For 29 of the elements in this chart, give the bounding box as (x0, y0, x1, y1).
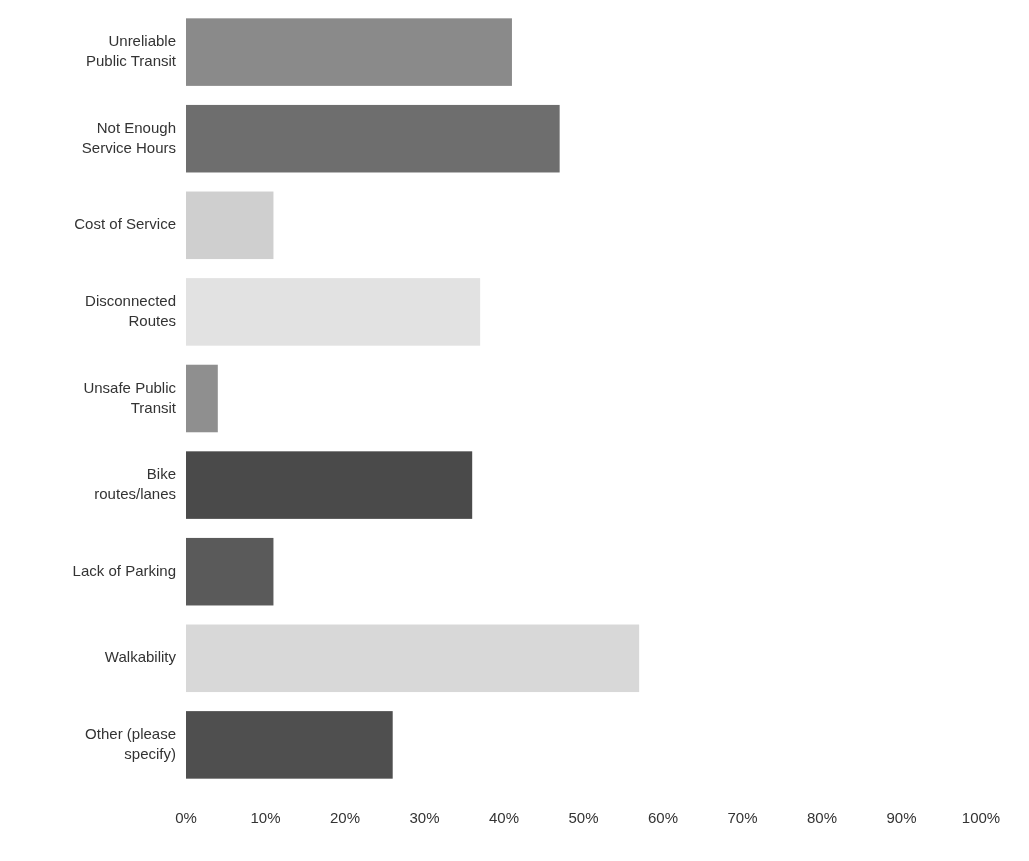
x-tick-label: 70% (727, 809, 758, 826)
bar (186, 451, 473, 519)
bar (186, 104, 560, 173)
x-tick-label: 100% (961, 809, 1001, 826)
bar (186, 191, 274, 260)
x-tick-label: 10% (250, 809, 281, 826)
x-tick-label: 20% (329, 809, 361, 826)
y-tick-label: Unreliable Public Transit (85, 32, 177, 70)
x-tick-label: 50% (568, 809, 599, 826)
x-tick-label: 0% (175, 809, 197, 826)
y-tick-label: Bike routes/lanes (94, 465, 176, 503)
y-tick-label: Not Enough Service Hours (81, 118, 176, 156)
y-tick-label: Unsafe Public Transit (83, 378, 177, 416)
bar (186, 624, 640, 693)
bar (186, 364, 218, 433)
x-tick-label: 60% (647, 809, 679, 826)
y-tick-label: Disconnected Routes (85, 291, 176, 329)
y-tick-label: Other (please specify) (85, 724, 176, 762)
bar (186, 711, 393, 779)
x-tick-label: 30% (409, 809, 440, 826)
bar (186, 18, 512, 86)
y-tick-label: Cost of Service (74, 215, 176, 233)
x-tick-label: 90% (886, 809, 917, 826)
bar (186, 278, 481, 346)
y-tick-label: Lack of Parking (72, 561, 176, 579)
y-tick-label: Walkability (104, 648, 177, 666)
bar (186, 537, 274, 606)
x-tick-label: 80% (806, 809, 838, 826)
x-tick-label: 40% (488, 809, 520, 826)
